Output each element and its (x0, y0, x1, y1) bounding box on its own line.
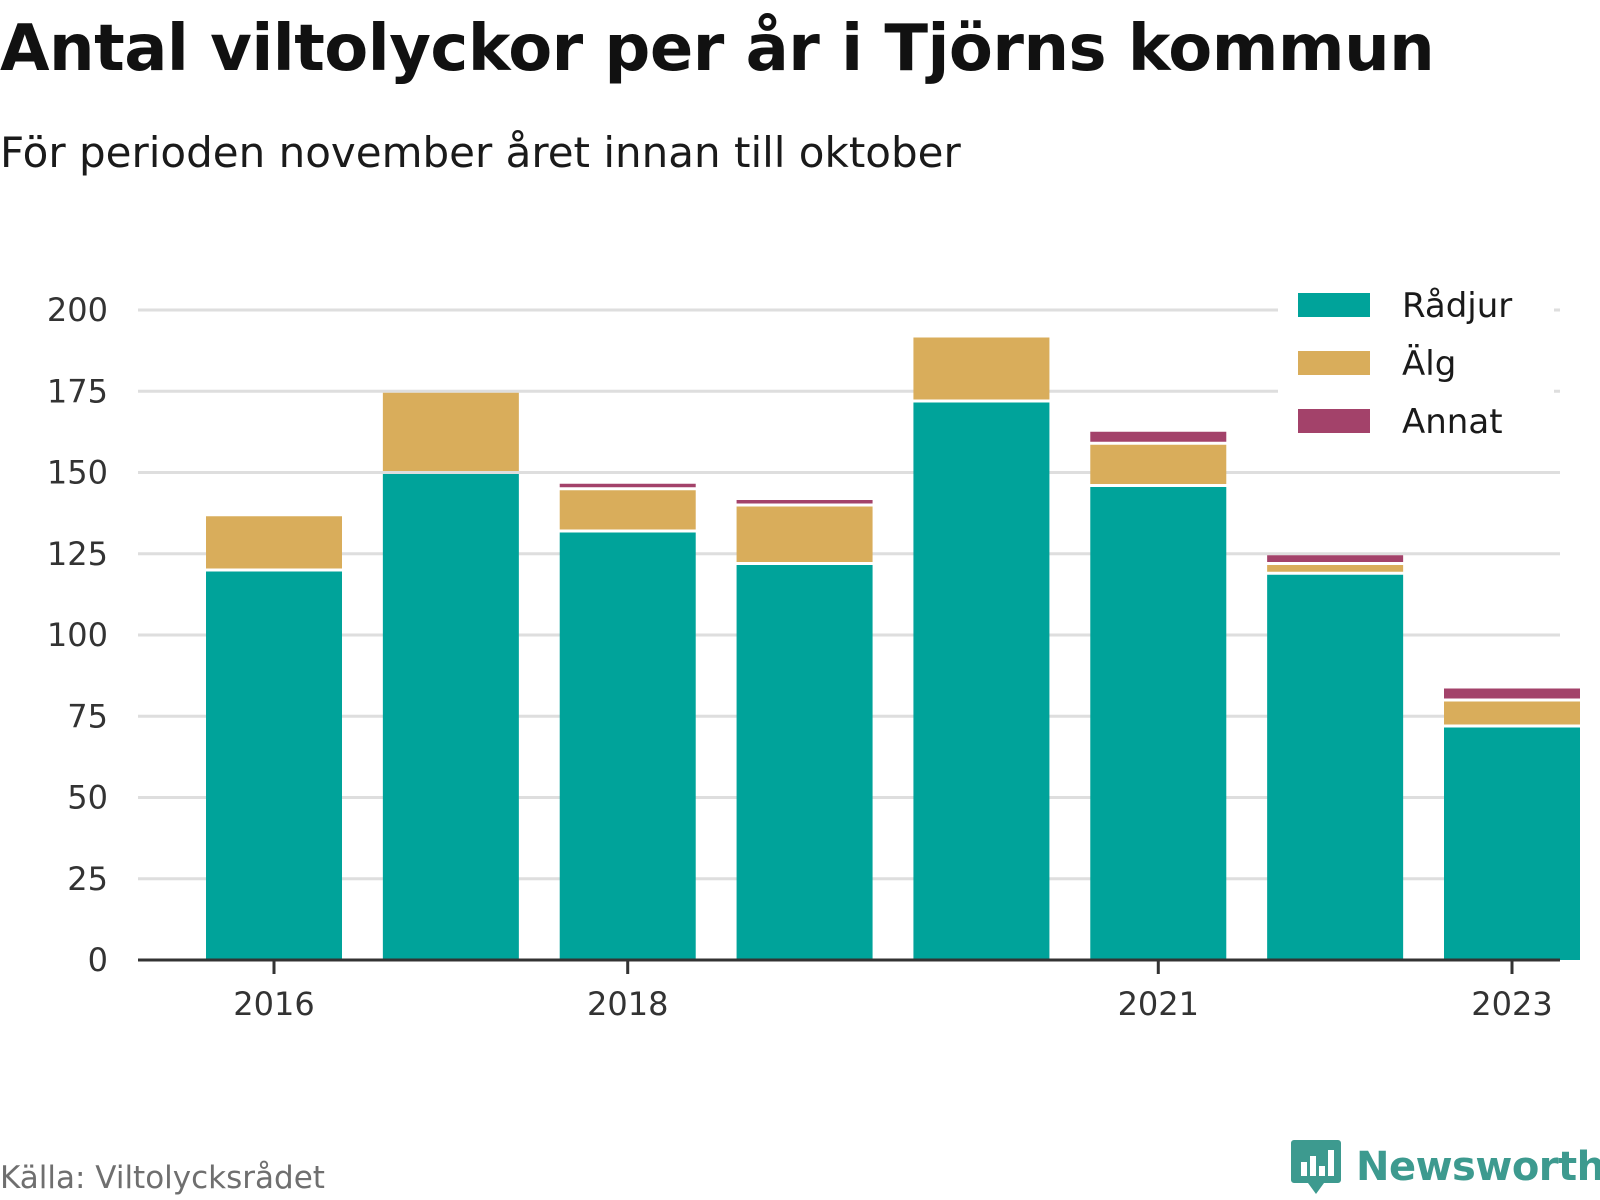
bars (206, 337, 1580, 960)
y-tick-label: 0 (88, 941, 108, 979)
bar-älg-2021 (1090, 444, 1227, 484)
bar-rådjur-2021 (1090, 487, 1227, 960)
y-tick-label: 75 (67, 697, 108, 735)
x-axis: 2016 2018 2021 2023 (138, 958, 1560, 1023)
x-tick-label: 2023 (1471, 985, 1552, 1023)
bar-annat-2021 (1090, 431, 1227, 442)
bar-group-2019 (736, 500, 873, 960)
legend-label: Annat (1402, 402, 1503, 442)
legend-swatch-älg (1298, 351, 1370, 375)
newsworthy-logo-icon (1291, 1140, 1341, 1194)
bar-group-2020 (913, 337, 1050, 960)
legend: Rådjur Älg Annat (1278, 272, 1554, 444)
bar-älg-2022 (1267, 565, 1404, 572)
bar-group-2016 (206, 516, 342, 960)
bar-älg-2020 (913, 337, 1050, 400)
bar-rådjur-2022 (1267, 574, 1404, 960)
y-tick-label: 125 (47, 535, 108, 573)
y-tick-label: 200 (47, 291, 108, 329)
bar-rådjur-2017 (382, 474, 519, 960)
bar-rådjur-2018 (559, 532, 696, 960)
bar-älg-2018 (559, 490, 696, 530)
chart-title: Antal viltolyckor per år i Tjörns kommun (0, 12, 1435, 86)
legend-swatch-annat (1298, 409, 1370, 433)
y-tick-label: 150 (47, 454, 108, 492)
x-tick-label: 2018 (587, 985, 668, 1023)
bar-rådjur-2023 (1444, 727, 1580, 960)
x-tick-label: 2016 (233, 985, 314, 1023)
legend-label: Älg (1402, 344, 1456, 384)
bar-annat-2022 (1267, 555, 1404, 562)
legend-label: Rådjur (1402, 286, 1512, 326)
source-note: Källa: Viltolycksrådet (0, 1160, 325, 1196)
bar-group-2017 (382, 392, 519, 960)
bar-group-2023 (1444, 688, 1580, 960)
y-tick-label: 100 (47, 616, 108, 654)
bar-älg-2019 (736, 506, 873, 562)
y-tick-label: 25 (67, 860, 108, 898)
bar-rådjur-2020 (913, 402, 1050, 960)
y-axis-ticks: 0 25 50 75 100 125 150 175 200 (47, 291, 108, 979)
bar-älg-2023 (1444, 701, 1580, 725)
y-tick-label: 175 (47, 372, 108, 410)
bar-rådjur-2016 (206, 571, 342, 960)
legend-swatch-rådjur (1298, 293, 1370, 317)
bar-group-2021 (1090, 431, 1227, 960)
bar-group-2018 (559, 483, 696, 960)
bar-älg-2017 (382, 392, 519, 471)
bar-annat-2023 (1444, 688, 1580, 699)
bar-annat-2018 (559, 483, 696, 488)
bar-älg-2016 (206, 516, 342, 569)
bar-group-2022 (1267, 555, 1404, 960)
bar-annat-2019 (736, 500, 873, 504)
y-tick-label: 50 (67, 779, 108, 817)
brand-logo: Newsworthy (1290, 1138, 1600, 1196)
x-tick-label: 2021 (1118, 985, 1199, 1023)
brand-name: Newsworthy (1356, 1144, 1600, 1190)
bar-rådjur-2019 (736, 565, 873, 960)
chart-subtitle: För perioden november året innan till ok… (0, 128, 961, 177)
